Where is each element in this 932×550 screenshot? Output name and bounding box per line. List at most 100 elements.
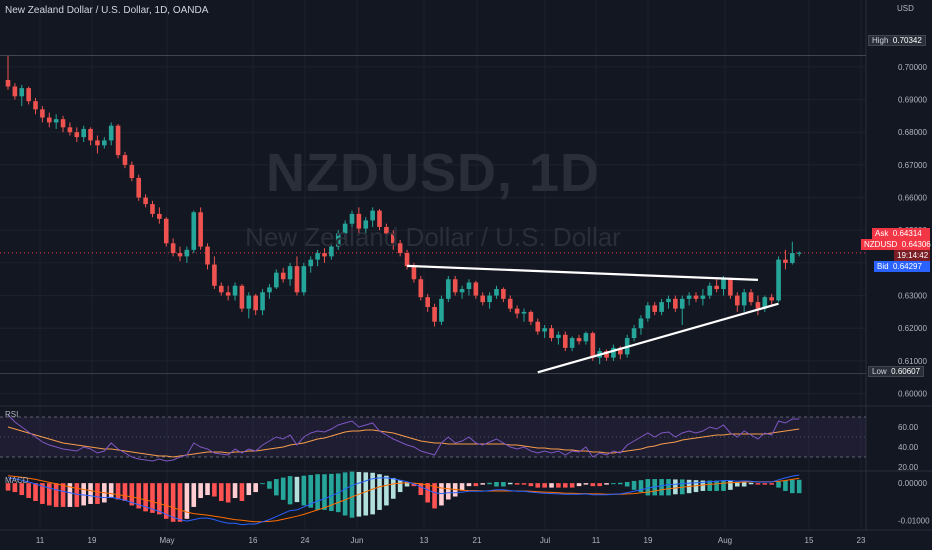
candle-body[interactable] [322,253,327,257]
candle-body[interactable] [53,119,59,123]
price-axis-unit[interactable]: USD [897,4,914,13]
candle-body[interactable] [796,252,802,254]
candle-body[interactable] [170,243,176,254]
candle-body[interactable] [569,338,575,348]
candle-body[interactable] [384,226,389,234]
rsi-pane-label[interactable]: RSI [5,410,19,419]
candle-body[interactable] [514,308,520,314]
candle-body[interactable] [287,266,293,280]
candle-body[interactable] [239,285,245,309]
candle-body[interactable] [136,177,142,198]
candle-body[interactable] [679,298,685,309]
candle-body[interactable] [5,79,11,87]
candle-body[interactable] [163,218,169,244]
candle-body[interactable] [26,88,31,102]
candle-body[interactable] [363,220,369,229]
candle-body[interactable] [562,334,568,348]
candle-body[interactable] [218,285,224,293]
candle-body[interactable] [556,334,561,339]
candle-body[interactable] [645,305,651,319]
candle-body[interactable] [535,321,541,332]
candle-body[interactable] [425,297,430,307]
candle-body[interactable] [205,246,210,265]
candle-body[interactable] [700,295,706,299]
candle-body[interactable] [225,292,231,296]
candle-body[interactable] [783,259,788,263]
candle-body[interactable] [315,253,320,260]
candle-body[interactable] [40,109,45,118]
candle-body[interactable] [721,279,726,290]
candle-body[interactable] [673,298,678,309]
candle-body[interactable] [473,282,479,296]
candle-body[interactable] [734,295,740,306]
candle-body[interactable] [501,289,506,299]
candle-body[interactable] [12,86,18,97]
candle-body[interactable] [33,101,38,110]
candle-body[interactable] [590,333,596,358]
candle-body[interactable] [198,212,203,247]
candle-body[interactable] [232,285,238,296]
candle-body[interactable] [157,213,162,219]
candle-body[interactable] [274,272,279,288]
candle-body[interactable] [542,328,547,332]
candle-body[interactable] [446,279,451,299]
candle-body[interactable] [404,253,410,267]
candle-body[interactable] [177,253,183,257]
support-trendline[interactable] [537,302,779,374]
candle-body[interactable] [693,295,699,299]
candle-body[interactable] [418,279,424,298]
candle-body[interactable] [507,298,513,309]
candle-body[interactable] [377,210,382,227]
candle-body[interactable] [329,246,334,257]
candle-body[interactable] [122,155,128,165]
candle-body[interactable] [790,253,795,263]
candle-body[interactable] [776,259,781,301]
candle-body[interactable] [611,347,616,358]
candle-body[interactable] [150,204,155,214]
candle-body[interactable] [212,264,217,286]
candle-body[interactable] [81,128,86,138]
candle-body[interactable] [191,212,197,250]
candle-body[interactable] [748,292,754,303]
candle-body[interactable] [280,272,286,280]
candle-body[interactable] [638,318,644,329]
candle-body[interactable] [459,289,465,293]
candle-body[interactable] [755,302,761,309]
candle-body[interactable] [714,285,719,290]
candle-body[interactable] [762,297,768,309]
symbol-description[interactable]: New Zealand Dollar / U.S. Dollar, 1D, OA… [5,5,209,16]
candle-body[interactable] [115,125,121,156]
candle-body[interactable] [397,243,403,254]
candle-body[interactable] [480,295,486,303]
candle-body[interactable] [60,119,66,128]
resistance-trendline[interactable] [406,264,758,281]
macd-pane-label[interactable]: MACD [5,476,29,485]
candle-body[interactable] [102,140,107,146]
candle-body[interactable] [432,307,437,322]
candle-body[interactable] [342,223,348,234]
candle-body[interactable] [576,338,582,342]
candle-body[interactable] [108,125,114,141]
candle-body[interactable] [74,132,80,138]
candle-body[interactable] [301,266,307,293]
candle-body[interactable] [707,285,713,296]
candle-body[interactable] [260,292,265,311]
candle-body[interactable] [46,117,52,123]
candle-body[interactable] [741,292,747,306]
candle-body[interactable] [390,233,396,244]
candle-body[interactable] [129,164,135,178]
candle-body[interactable] [67,127,73,133]
candle-body[interactable] [452,279,458,293]
candle-body[interactable] [769,297,774,301]
candle-body[interactable] [487,295,492,303]
candle-body[interactable] [521,311,527,314]
candle-body[interactable] [294,266,300,293]
candle-body[interactable] [618,347,623,355]
candle-body[interactable] [549,328,554,339]
candle-body[interactable] [466,282,472,290]
candle-body[interactable] [19,88,25,97]
candle-body[interactable] [356,213,362,229]
candle-body[interactable] [267,287,272,293]
candle-body[interactable] [308,259,314,267]
